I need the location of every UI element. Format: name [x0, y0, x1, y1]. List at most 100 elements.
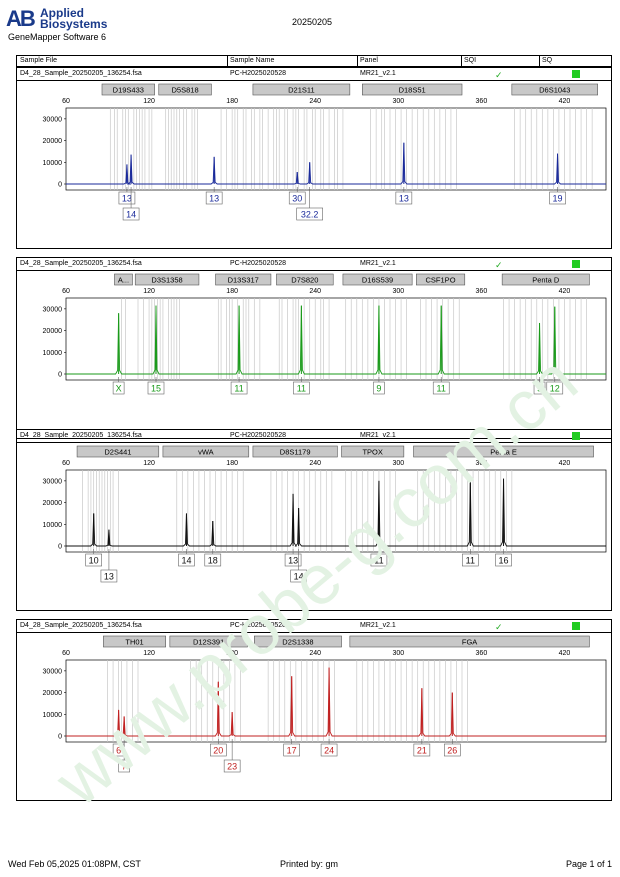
allele-label: 30	[292, 194, 302, 204]
allele-call[interactable]: 13	[100, 549, 118, 583]
x-tick-label: 240	[309, 288, 321, 295]
locus-bar[interactable]: D16S539	[342, 273, 413, 286]
allele-call[interactable]: 30	[288, 187, 306, 205]
allele-call[interactable]: 17	[283, 739, 300, 757]
locus-bar[interactable]: D8S1179	[252, 445, 338, 458]
y-tick-label: 0	[58, 734, 62, 741]
software-name: GeneMapper Software 6	[8, 32, 107, 42]
allele-call[interactable]: 21	[413, 739, 431, 757]
locus-bar[interactable]: Penta D	[501, 273, 590, 286]
y-tick-label: 0	[58, 182, 62, 189]
x-tick-label: 60	[62, 460, 70, 467]
y-tick-label: 20000	[43, 690, 63, 697]
locus-label: CSF1PO	[426, 276, 456, 285]
allele-call[interactable]: 13	[284, 549, 302, 567]
locus-bar[interactable]: D6S1043	[511, 83, 598, 96]
sample-row[interactable]: D4_28_Sample_20250205_136254.fsa PC-H2025…	[17, 620, 611, 633]
sample-file: D4_28_Sample_20250205_136254.fsa	[20, 70, 142, 77]
locus-bar[interactable]: D18S51	[362, 83, 463, 96]
allele-call[interactable]: 18	[204, 549, 222, 567]
locus-bar[interactable]: D5S818	[158, 83, 212, 96]
locus-bar[interactable]: D3S1358	[134, 273, 200, 286]
panel-name: MR21_v2.1	[360, 70, 396, 77]
locus-label: D5S818	[172, 86, 199, 95]
x-tick-label: 360	[476, 460, 488, 467]
allele-call[interactable]: 13	[205, 187, 223, 205]
allele-call[interactable]: 10	[85, 549, 102, 567]
allele-call[interactable]: 11	[432, 377, 450, 395]
locus-label: D2S441	[104, 448, 131, 457]
locus-bar[interactable]: Penta E	[413, 445, 594, 458]
x-tick-label: 360	[476, 98, 488, 105]
panel-1: D4_28_Sample_20250205_136254.fsa PC-H2025…	[16, 67, 612, 249]
x-tick-label: 120	[143, 460, 155, 467]
locus-bar[interactable]: FGA	[349, 635, 590, 648]
allele-call[interactable]: 32.2	[296, 187, 323, 221]
allele-call[interactable]: 14	[178, 549, 195, 567]
sq-status-icon	[572, 432, 580, 440]
locus-bar[interactable]: CSF1PO	[416, 273, 466, 286]
locus-bar[interactable]: D12S391	[169, 635, 248, 648]
locus-bar[interactable]: D2S441	[76, 445, 160, 458]
sample-file: D4_28_Sample_20250205_136254.fsa	[20, 622, 142, 629]
locus-bar[interactable]: A...	[114, 273, 133, 286]
allele-label: 9	[537, 384, 542, 394]
locus-bar[interactable]: D7S820	[276, 273, 334, 286]
y-tick-label: 20000	[43, 500, 63, 507]
allele-call[interactable]: 11	[293, 377, 310, 395]
locus-label: D21S11	[288, 86, 315, 95]
locus-bar[interactable]: D19S433	[101, 83, 155, 96]
allele-call[interactable]: X	[112, 377, 125, 395]
ab-logo-icon: AB	[6, 6, 36, 31]
locus-bar[interactable]: D13S317	[215, 273, 272, 286]
allele-label: 14	[294, 572, 304, 582]
trace-line	[66, 142, 606, 185]
sq-status-icon	[572, 70, 580, 78]
allele-call[interactable]: 20	[210, 739, 227, 757]
sample-row[interactable]: D4_28_Sample_20250205_136254.fsa PC-H2025…	[17, 430, 611, 443]
sample-name: PC-H2025020528	[230, 622, 287, 629]
allele-label: 13	[288, 556, 298, 566]
printed-by: Printed by: gm	[280, 859, 339, 869]
allele-label: 13	[122, 194, 132, 204]
x-tick-label: 420	[559, 288, 571, 295]
locus-bar[interactable]: TH01	[103, 635, 166, 648]
y-tick-label: 30000	[43, 306, 63, 313]
col-sqi: SQI	[464, 57, 477, 64]
sample-file: D4_28_Sample_20250205_136254.fsa	[20, 260, 142, 267]
x-tick-label: 360	[476, 288, 488, 295]
allele-call[interactable]: 13	[395, 187, 413, 205]
allele-call[interactable]: 11	[370, 549, 388, 567]
allele-call[interactable]: 14	[290, 549, 307, 583]
locus-bar[interactable]: TPOX	[341, 445, 405, 458]
panel-2: D4_28_Sample_20250205_136254.fsa PC-H2025…	[16, 257, 612, 439]
allele-call[interactable]: 26	[444, 739, 461, 757]
locus-label: TPOX	[362, 448, 382, 457]
locus-bar[interactable]: vWA	[162, 445, 250, 458]
sample-row[interactable]: D4_28_Sample_20250205_136254.fsa PC-H2025…	[17, 68, 611, 81]
allele-call[interactable]: 23	[223, 739, 241, 773]
locus-bar[interactable]: D21S11	[252, 83, 351, 96]
sample-name: PC-H2025020528	[230, 432, 287, 439]
allele-call[interactable]: 24	[320, 739, 338, 757]
y-tick-label: 0	[58, 372, 62, 379]
x-tick-label: 180	[226, 98, 238, 105]
allele-call[interactable]: 12	[546, 377, 564, 395]
y-tick-label: 20000	[43, 328, 63, 335]
allele-call[interactable]: 15	[147, 377, 165, 395]
allele-call[interactable]: 7	[118, 739, 130, 773]
locus-label: D12S391	[193, 638, 224, 647]
allele-call[interactable]: 16	[495, 549, 512, 567]
allele-call[interactable]: 9	[373, 377, 385, 395]
allele-call[interactable]: 14	[122, 187, 140, 221]
allele-label: 23	[227, 762, 237, 772]
allele-call[interactable]: 19	[549, 187, 566, 205]
panel-3: D4_28_Sample_20250205_136254.fsa PC-H2025…	[16, 429, 612, 611]
allele-call[interactable]: 11	[462, 549, 479, 567]
sample-row[interactable]: D4_28_Sample_20250205_136254.fsa PC-H2025…	[17, 258, 611, 271]
locus-bar[interactable]: D2S1338	[254, 635, 342, 648]
allele-call[interactable]: 11	[230, 377, 248, 395]
allele-label: 6	[116, 746, 121, 756]
allele-label: 13	[104, 572, 114, 582]
allele-call[interactable]: 9	[533, 377, 546, 395]
